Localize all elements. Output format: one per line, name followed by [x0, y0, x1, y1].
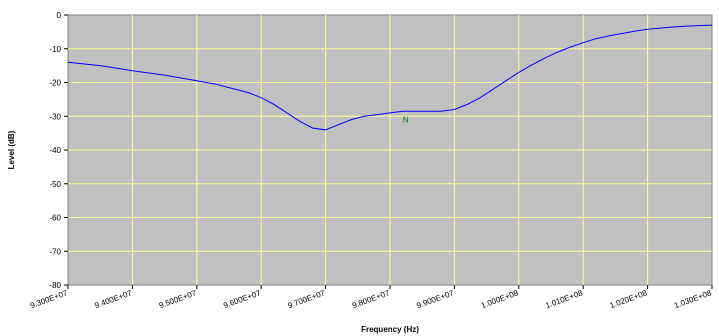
x-tick-label: 9.800E+07 [351, 288, 391, 310]
y-axis-ticks: 0 -10 -20 -30 -40 -50 -60 -70 -80 [49, 11, 68, 290]
x-tick-label: 1.020E+08 [609, 288, 649, 310]
x-tick-label: 9.300E+07 [29, 288, 69, 310]
y-tick-label: -20 [49, 79, 61, 88]
x-tick-label: 1.030E+08 [673, 288, 713, 310]
annotation-label: N [403, 116, 409, 125]
x-axis-ticks: 9.300E+07 9.400E+07 9.500E+07 9.600E+07 9.70… [29, 285, 713, 310]
x-tick-label: 9.400E+07 [93, 288, 133, 310]
grid-lines [68, 15, 712, 285]
y-tick-label: -30 [49, 112, 61, 121]
y-tick-label: -60 [49, 214, 61, 223]
y-tick-label: -70 [49, 247, 61, 256]
x-tick-label: 1.000E+08 [480, 288, 520, 310]
series-line [67, 24, 713, 131]
y-axis-title: Level (dB) [7, 130, 16, 169]
y-tick-label: -80 [49, 281, 61, 290]
x-tick-label: 1.010E+08 [544, 288, 584, 310]
y-tick-label: -40 [49, 146, 61, 155]
y-tick-label: -10 [49, 45, 61, 54]
x-tick-label: 9.900E+07 [415, 288, 455, 310]
x-tick-label: 9.500E+07 [158, 288, 198, 310]
y-tick-label: 0 [57, 11, 62, 20]
x-tick-label: 9.600E+07 [222, 288, 262, 310]
x-axis-title: Frequency (Hz) [361, 325, 419, 334]
x-tick-label: 9.700E+07 [287, 288, 327, 310]
y-tick-label: -50 [49, 180, 61, 189]
